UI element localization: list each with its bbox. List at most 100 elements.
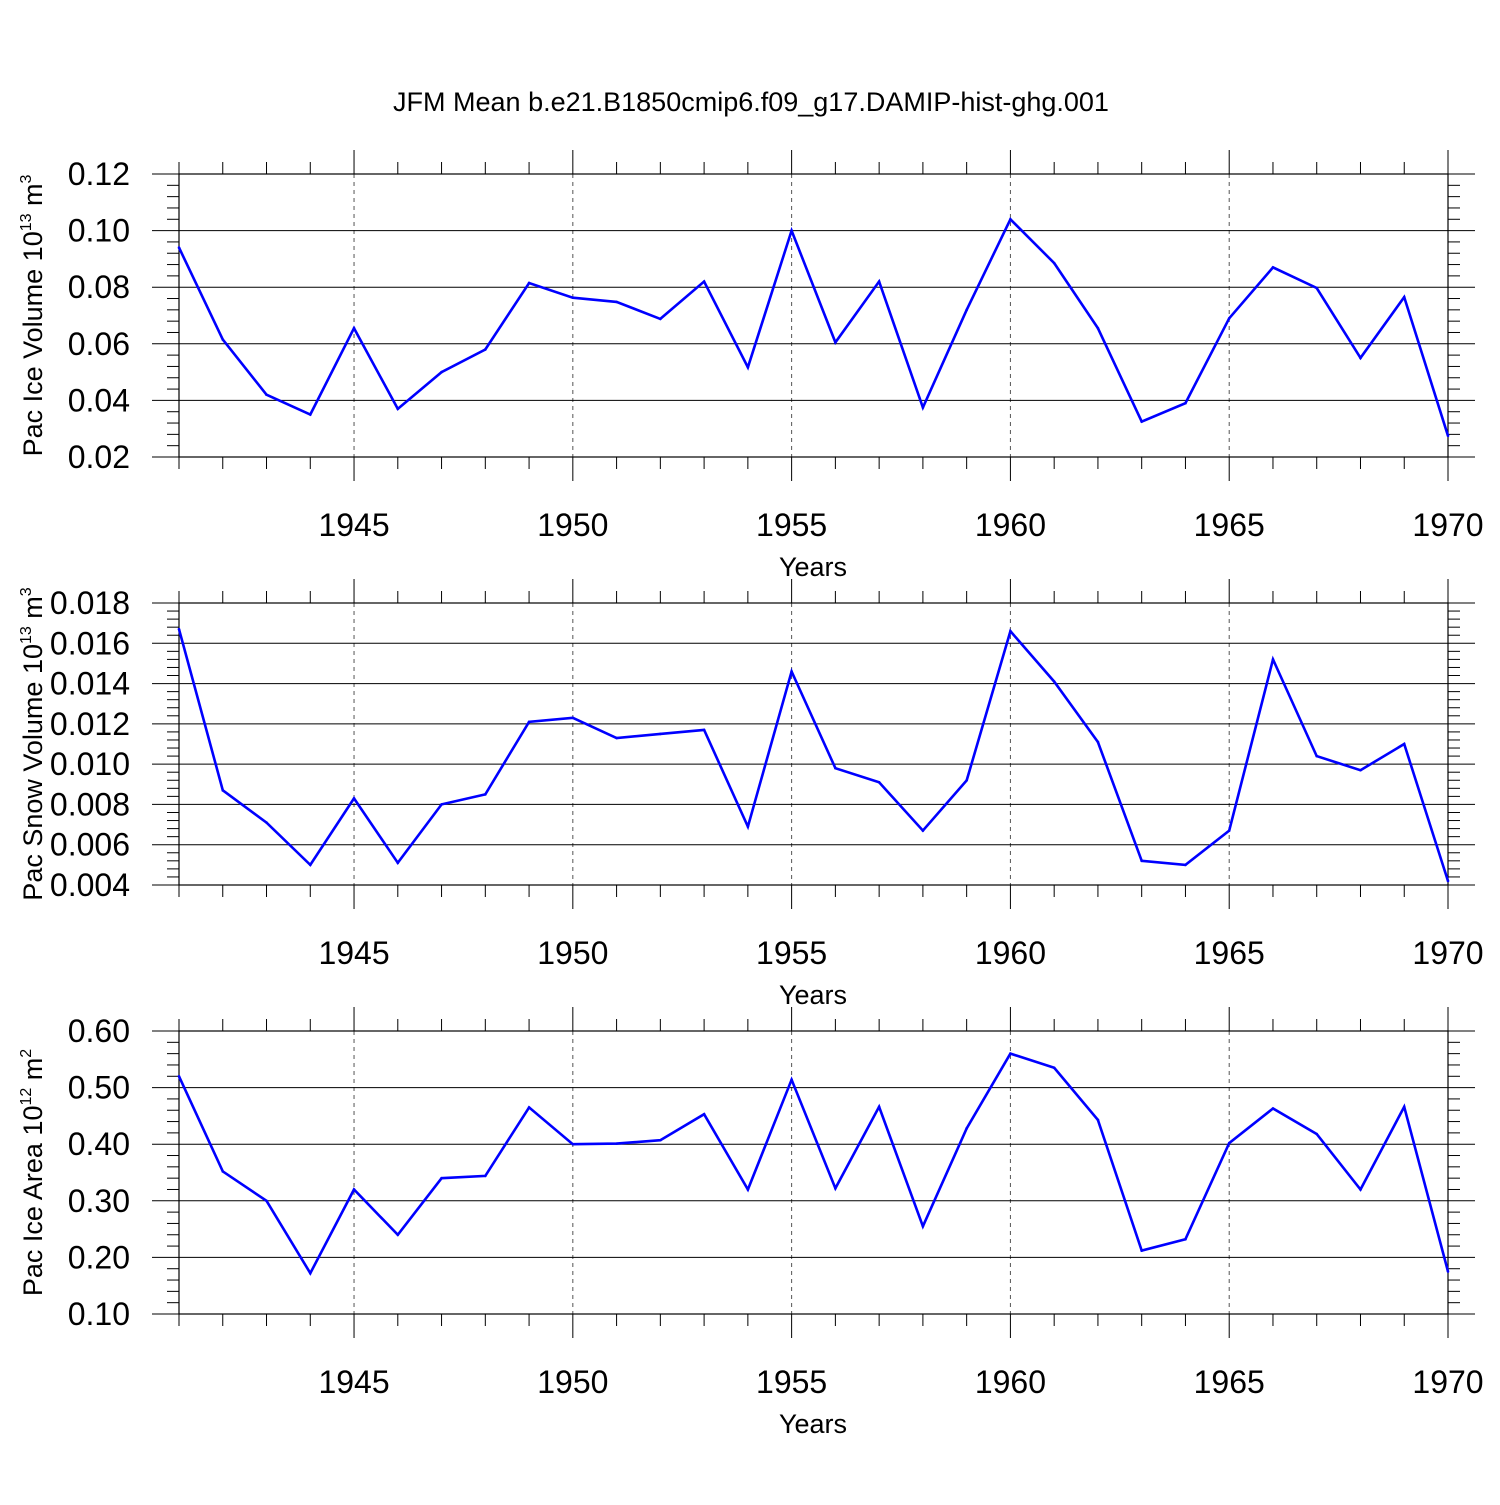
y-tick-label: 0.30 — [68, 1183, 130, 1219]
data-point — [1052, 1066, 1056, 1070]
data-point — [1184, 1237, 1187, 1241]
data-point — [702, 280, 706, 283]
data-point — [1359, 768, 1362, 772]
data-point — [484, 348, 487, 351]
y-tick-label: 0.06 — [68, 326, 130, 362]
x-tick-label: 1970 — [1412, 935, 1483, 971]
y-axis-label: Pac Snow Volume 1013 m3 — [18, 587, 48, 900]
y-tick-label: 0.010 — [50, 746, 130, 782]
x-tick-label: 1965 — [1194, 507, 1265, 543]
x-axis-label: Years — [779, 980, 847, 1010]
data-point — [177, 246, 181, 249]
data-point — [1446, 434, 1450, 438]
y-tick-label: 0.40 — [68, 1126, 130, 1162]
data-point — [1140, 859, 1143, 863]
panel-3: 0.10 0.20 0.30 0.40 0.50 0.60 1945 1950 1955 1960… — [18, 1007, 1484, 1439]
data-point — [571, 716, 575, 720]
data-point — [1009, 629, 1012, 633]
y-tick-label: 0.20 — [68, 1239, 130, 1275]
data-point — [308, 413, 312, 416]
x-tick-label: 1950 — [537, 935, 608, 971]
x-tick-label: 1955 — [756, 507, 827, 543]
panel-2: 0.004 0.006 0.008 0.010 0.012 0.014 0.016 0.018… — [18, 579, 1484, 1010]
data-point — [177, 627, 181, 631]
data-point — [877, 1105, 881, 1109]
data-point — [1359, 356, 1362, 360]
y-tick-label: 0.006 — [50, 827, 130, 863]
data-point — [1271, 1107, 1275, 1110]
data-point — [1359, 1188, 1362, 1191]
data-point — [527, 1106, 531, 1109]
data-point — [1271, 658, 1275, 661]
data-point — [1315, 1132, 1319, 1136]
data-point — [659, 732, 662, 736]
data-point — [1009, 217, 1012, 221]
data-point — [1140, 1249, 1143, 1252]
y-axis-label-exponent: 13 — [18, 626, 35, 644]
x-tick-label: 1950 — [537, 1364, 608, 1400]
y-tick-label: 0.014 — [50, 666, 130, 702]
x-tick-label: 1960 — [975, 1364, 1046, 1400]
data-point — [659, 1138, 662, 1142]
y-tick-label: 0.10 — [68, 1296, 130, 1332]
data-point — [834, 766, 837, 770]
data-point — [527, 720, 531, 724]
data-point — [352, 797, 356, 800]
data-point — [396, 407, 400, 411]
data-point — [877, 280, 881, 283]
data-point — [1052, 261, 1056, 265]
y-axis-label-exponent: 12 — [18, 1088, 35, 1106]
y-axis-label-unit-power: 2 — [18, 1049, 35, 1058]
data-point — [659, 317, 662, 321]
data-point — [834, 1187, 837, 1190]
y-tick-label: 0.004 — [50, 867, 130, 903]
data-point — [1446, 879, 1450, 883]
data-point — [1096, 326, 1100, 330]
data-point — [1402, 742, 1406, 746]
data-point — [484, 793, 487, 796]
data-point — [1052, 680, 1056, 683]
y-axis-label-main: Pac Snow Volume 10 — [18, 644, 48, 901]
data-point — [1402, 1105, 1406, 1109]
y-tick-label: 0.50 — [68, 1070, 130, 1106]
data-point — [1096, 740, 1100, 744]
y-axis-label-unit-power: 3 — [18, 587, 35, 596]
y-tick-label: 0.008 — [50, 786, 130, 822]
x-tick-label: 1945 — [318, 507, 389, 543]
data-point — [746, 825, 750, 828]
data-point — [265, 1199, 268, 1203]
data-point — [265, 821, 268, 824]
x-axis-label: Years — [779, 552, 847, 582]
series-line — [177, 217, 1450, 437]
x-tick-label: 1970 — [1412, 1364, 1483, 1400]
data-point — [221, 1170, 225, 1173]
data-point — [615, 736, 618, 740]
x-tick-label: 1965 — [1194, 1364, 1265, 1400]
data-point — [615, 1142, 618, 1145]
data-point — [1227, 317, 1231, 320]
data-point — [702, 1112, 706, 1116]
y-axis-label-main: Pac Ice Area 10 — [18, 1106, 48, 1297]
data-point — [440, 370, 443, 374]
data-point — [1271, 266, 1275, 269]
y-axis-label-unit: m — [18, 183, 48, 213]
y-axis-label: Pac Ice Volume 1013 m3 — [18, 174, 48, 456]
data-point — [440, 803, 443, 806]
x-tick-label: 1945 — [318, 935, 389, 971]
data-point — [965, 308, 968, 312]
x-tick-label: 1945 — [318, 1364, 389, 1400]
data-point — [1315, 286, 1319, 290]
x-tick-label: 1955 — [756, 935, 827, 971]
x-tick-label: 1960 — [975, 507, 1046, 543]
data-point — [790, 1078, 793, 1081]
series-line — [177, 628, 1450, 882]
y-tick-label: 0.016 — [50, 625, 130, 661]
data-point — [921, 1224, 925, 1228]
plot-frame — [178, 1030, 1449, 1315]
y-tick-label: 0.04 — [68, 382, 130, 418]
data-point — [965, 778, 968, 782]
data-point — [790, 670, 793, 673]
data-point — [396, 861, 400, 865]
data-point — [746, 365, 750, 369]
data-point — [1140, 420, 1143, 423]
